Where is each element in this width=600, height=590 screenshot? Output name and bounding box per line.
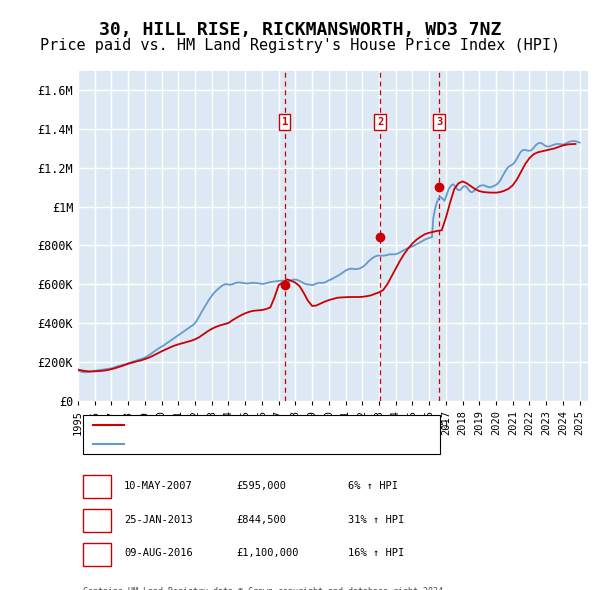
FancyBboxPatch shape bbox=[83, 475, 111, 499]
Text: Contains HM Land Registry data © Crown copyright and database right 2024.
This d: Contains HM Land Registry data © Crown c… bbox=[83, 587, 448, 590]
Text: 30, HILL RISE, RICKMANSWORTH, WD3 7NZ (detached house): 30, HILL RISE, RICKMANSWORTH, WD3 7NZ (d… bbox=[131, 419, 449, 430]
Text: 2: 2 bbox=[377, 117, 383, 127]
Text: Price paid vs. HM Land Registry's House Price Index (HPI): Price paid vs. HM Land Registry's House … bbox=[40, 38, 560, 53]
Text: 6% ↑ HPI: 6% ↑ HPI bbox=[348, 481, 398, 491]
Text: HPI: Average price, detached house, Three Rivers: HPI: Average price, detached house, Thre… bbox=[131, 439, 413, 449]
FancyBboxPatch shape bbox=[83, 543, 111, 566]
Text: 1: 1 bbox=[281, 117, 288, 127]
Text: 30, HILL RISE, RICKMANSWORTH, WD3 7NZ: 30, HILL RISE, RICKMANSWORTH, WD3 7NZ bbox=[99, 21, 501, 39]
Text: 25-JAN-2013: 25-JAN-2013 bbox=[124, 514, 193, 525]
Text: 10-MAY-2007: 10-MAY-2007 bbox=[124, 481, 193, 491]
Text: 1: 1 bbox=[94, 481, 100, 491]
Text: £595,000: £595,000 bbox=[236, 481, 286, 491]
FancyBboxPatch shape bbox=[83, 509, 111, 532]
Text: 2: 2 bbox=[94, 514, 100, 525]
Text: £1,100,000: £1,100,000 bbox=[236, 548, 299, 558]
Text: 3: 3 bbox=[94, 548, 100, 558]
Text: 3: 3 bbox=[436, 117, 442, 127]
Text: £844,500: £844,500 bbox=[236, 514, 286, 525]
Text: 31% ↑ HPI: 31% ↑ HPI bbox=[348, 514, 404, 525]
Text: 16% ↑ HPI: 16% ↑ HPI bbox=[348, 548, 404, 558]
FancyBboxPatch shape bbox=[83, 415, 440, 454]
Text: 09-AUG-2016: 09-AUG-2016 bbox=[124, 548, 193, 558]
